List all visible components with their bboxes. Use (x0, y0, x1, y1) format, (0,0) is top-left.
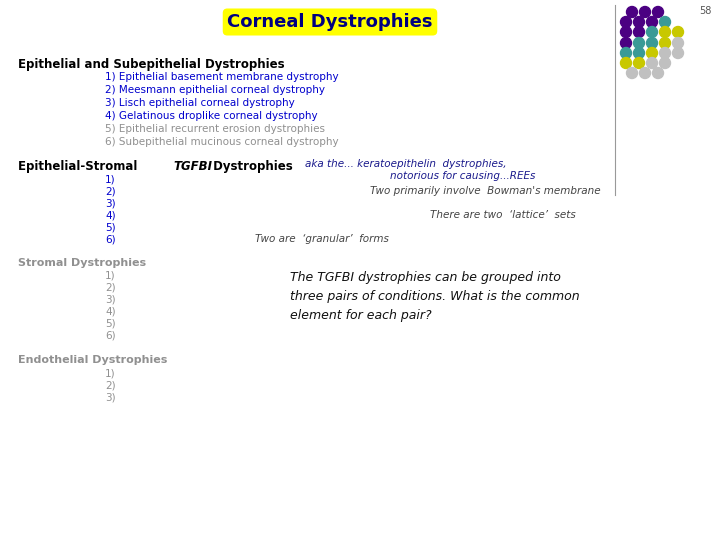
Text: 5) Epithelial recurrent erosion dystrophies: 5) Epithelial recurrent erosion dystroph… (105, 124, 325, 134)
Text: 4): 4) (105, 307, 116, 317)
Circle shape (634, 17, 644, 28)
Circle shape (639, 6, 650, 17)
Circle shape (672, 48, 683, 58)
Text: 4): 4) (105, 210, 116, 220)
Text: 2) Meesmann epithelial corneal dystrophy: 2) Meesmann epithelial corneal dystrophy (105, 85, 325, 95)
Circle shape (647, 37, 657, 49)
Text: 5): 5) (105, 222, 116, 232)
Circle shape (626, 6, 637, 17)
Text: TGFBI: TGFBI (173, 160, 212, 173)
Circle shape (621, 48, 631, 58)
Circle shape (647, 26, 657, 37)
Circle shape (660, 17, 670, 28)
Text: 3): 3) (105, 392, 116, 402)
Text: 3): 3) (105, 198, 116, 208)
Text: aka the... keratoepithelin  dystrophies,: aka the... keratoepithelin dystrophies, (305, 159, 506, 169)
Text: 1): 1) (105, 174, 116, 184)
Circle shape (634, 48, 644, 58)
Circle shape (621, 57, 631, 69)
Text: 3) Lisch epithelial corneal dystrophy: 3) Lisch epithelial corneal dystrophy (105, 98, 294, 108)
Text: Dystrophies: Dystrophies (209, 160, 293, 173)
Circle shape (639, 68, 650, 78)
Circle shape (647, 57, 657, 69)
Text: notorious for causing...REEs: notorious for causing...REEs (390, 171, 536, 181)
Text: 2): 2) (105, 380, 116, 390)
Text: The TGFBI dystrophies can be grouped into
three pairs of conditions. What is the: The TGFBI dystrophies can be grouped int… (290, 271, 580, 322)
Circle shape (672, 37, 683, 49)
Circle shape (621, 26, 631, 37)
Text: 6): 6) (105, 234, 116, 244)
Text: 58: 58 (700, 6, 712, 16)
Text: Stromal Dystrophies: Stromal Dystrophies (18, 258, 146, 268)
Circle shape (621, 17, 631, 28)
Text: Epithelial and Subepithelial Dystrophies: Epithelial and Subepithelial Dystrophies (18, 58, 284, 71)
Text: Endothelial Dystrophies: Endothelial Dystrophies (18, 355, 167, 365)
Text: 4) Gelatinous droplike corneal dystrophy: 4) Gelatinous droplike corneal dystrophy (105, 111, 318, 121)
Circle shape (634, 37, 644, 49)
Circle shape (647, 17, 657, 28)
Text: 6) Subepithelial mucinous corneal dystrophy: 6) Subepithelial mucinous corneal dystro… (105, 137, 338, 147)
Text: Two are  ‘granular’  forms: Two are ‘granular’ forms (255, 234, 389, 244)
Text: 1) Epithelial basement membrane dystrophy: 1) Epithelial basement membrane dystroph… (105, 72, 338, 82)
Circle shape (660, 48, 670, 58)
Text: 2): 2) (105, 283, 116, 293)
Text: Two primarily involve  Bowman's membrane: Two primarily involve Bowman's membrane (370, 186, 600, 196)
Circle shape (621, 37, 631, 49)
Circle shape (652, 6, 664, 17)
Text: 3): 3) (105, 295, 116, 305)
Circle shape (634, 26, 644, 37)
Text: 2): 2) (105, 186, 116, 196)
Text: 1): 1) (105, 271, 116, 281)
Text: 5): 5) (105, 319, 116, 329)
Circle shape (647, 48, 657, 58)
Text: Epithelial-Stromal: Epithelial-Stromal (18, 160, 142, 173)
Circle shape (660, 26, 670, 37)
Text: 1): 1) (105, 368, 116, 378)
Text: There are two  ‘lattice’  sets: There are two ‘lattice’ sets (430, 210, 576, 220)
Text: 6): 6) (105, 331, 116, 341)
Circle shape (626, 68, 637, 78)
Circle shape (660, 57, 670, 69)
Circle shape (634, 57, 644, 69)
Circle shape (652, 68, 664, 78)
Text: Corneal Dystrophies: Corneal Dystrophies (228, 13, 433, 31)
Circle shape (672, 26, 683, 37)
Circle shape (660, 37, 670, 49)
